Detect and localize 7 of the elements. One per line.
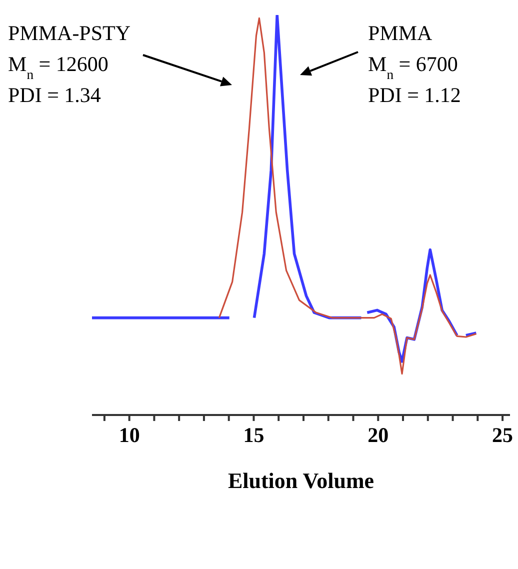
annotation: PMMA-PSTY M$_{n}$ = 12600 PDI = 1.34 xyxy=(8,21,131,107)
annotation: PMMA M$_{n}$ = 6700 PDI = 1.12 xyxy=(368,21,461,107)
x-tick-label: 25 xyxy=(492,422,514,447)
x-tick-label: 10 xyxy=(118,422,140,447)
x-tick-label: 15 xyxy=(243,422,264,447)
x-axis-title: Elution Volume xyxy=(228,468,374,493)
x-tick-label: 20 xyxy=(368,422,389,447)
